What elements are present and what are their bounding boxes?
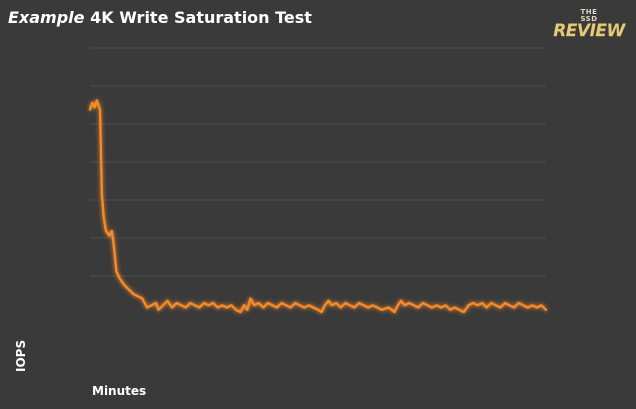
chart-title-italic: Example (8, 8, 85, 27)
site-logo: THE SSD REVIEW (546, 8, 632, 42)
logo-line-3: REVIEW (553, 21, 625, 41)
logo-line-1: THE (580, 8, 598, 16)
series-group (88, 99, 548, 314)
x-axis-label: Minutes (92, 384, 147, 398)
chart-title-rest: 4K Write Saturation Test (84, 8, 312, 27)
grid-lines (90, 47, 546, 277)
logo-line-2: SSD (580, 15, 598, 23)
series-line-0 (88, 99, 548, 314)
chart-title: Example 4K Write Saturation Test (8, 8, 312, 27)
